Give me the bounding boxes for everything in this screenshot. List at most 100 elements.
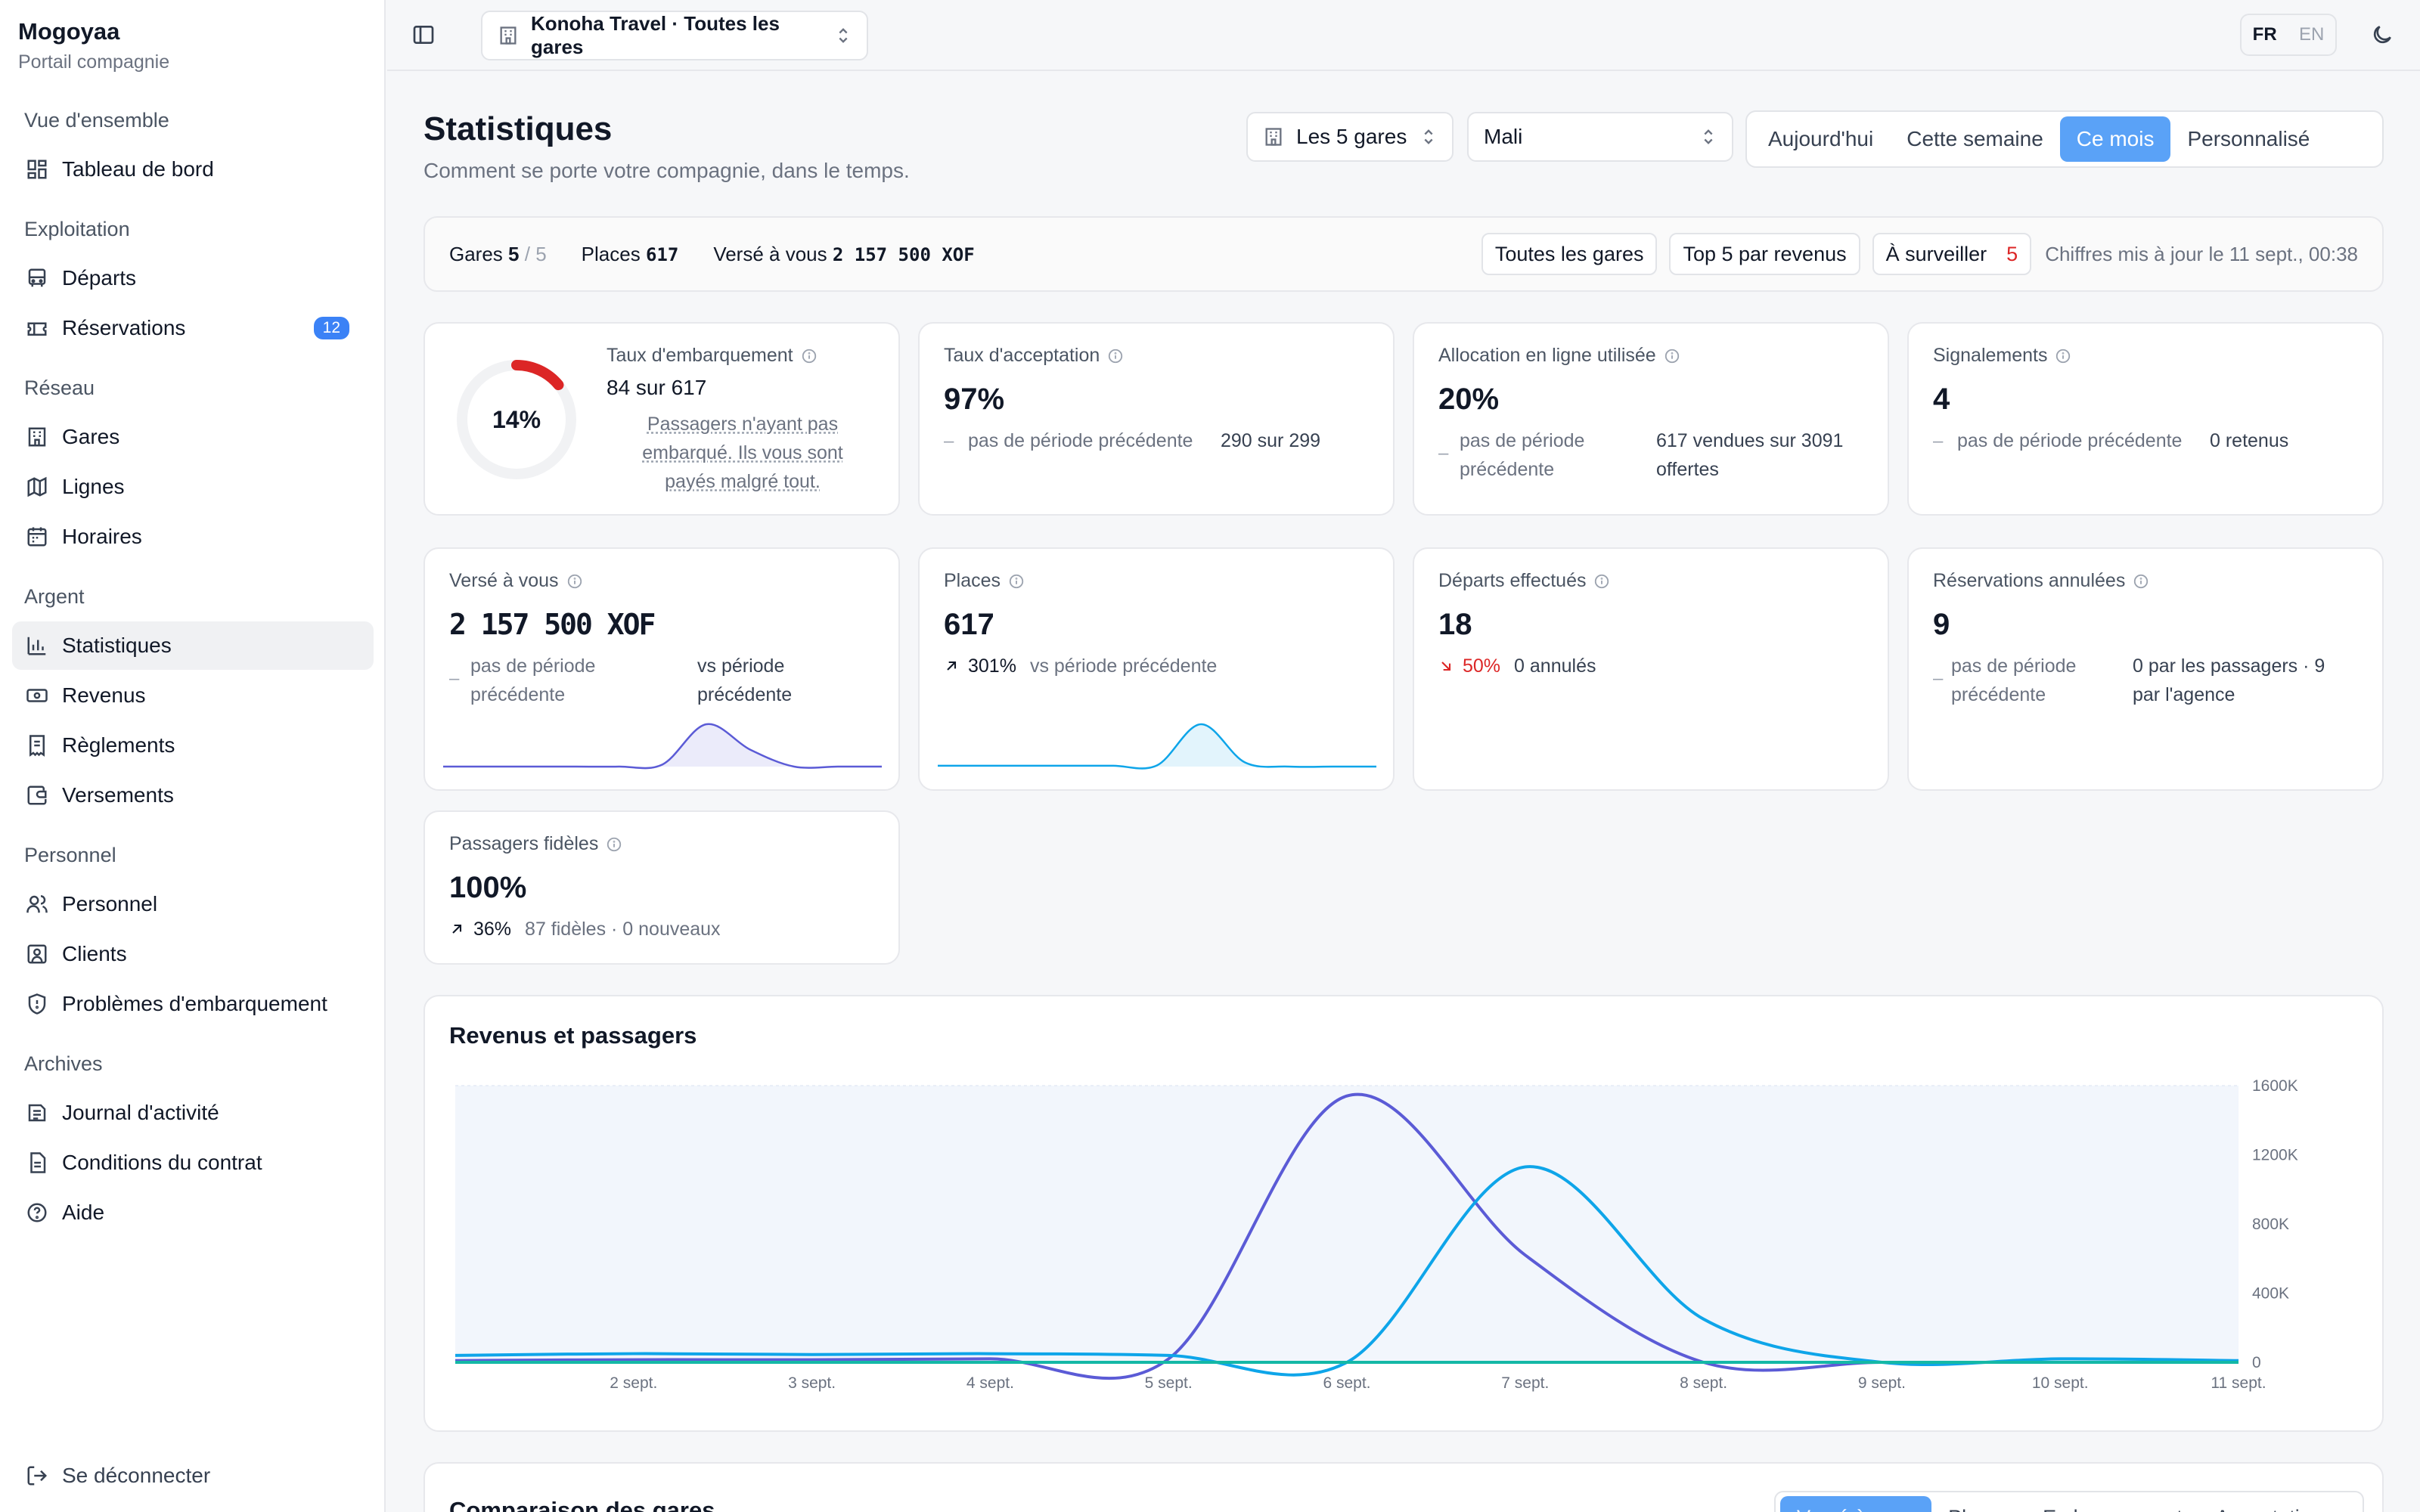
kpi-embarquement: 14% Taux d'embarquement 84 sur 617 Passa… — [424, 322, 900, 516]
info-icon[interactable] — [1593, 573, 1610, 590]
x-tick-label: 6 sept. — [1323, 1374, 1370, 1392]
topbar: Konoha Travel · Toutes les gares FR EN — [387, 0, 2420, 71]
info-icon[interactable] — [566, 573, 583, 590]
kpi-extra-line: vs période — [697, 655, 785, 677]
page-title: Statistiques — [424, 110, 613, 147]
kpi-signalements: Signalements 4 – pas de période précéden… — [1907, 322, 2384, 516]
period-today[interactable]: Aujourd'hui — [1768, 127, 1874, 150]
comparison-title: Comparaison des gares — [449, 1497, 715, 1512]
section-reseau: Réseau — [24, 376, 95, 399]
kpi-title-text: Taux d'acceptation — [944, 345, 1100, 366]
sidebar-item-aide[interactable]: Aide — [12, 1188, 374, 1237]
kpi-value: 4 — [1933, 383, 1950, 416]
sidebar-item-reservations[interactable]: Réservations 12 — [12, 304, 374, 352]
country-select-label: Mali — [1484, 125, 1523, 148]
dark-mode-icon[interactable] — [2370, 23, 2394, 47]
summary-verse: Versé à vous 2 157 500 XOF — [713, 243, 974, 266]
kpi-title-text: Réservations annulées — [1933, 570, 2126, 591]
lang-en[interactable]: EN — [2298, 24, 2325, 45]
country-select[interactable]: Mali — [1467, 112, 1733, 162]
kpi-value: 2 157 500 XOF — [449, 608, 656, 641]
period-week[interactable]: Cette semaine — [1907, 127, 2043, 150]
x-tick-label: 3 sept. — [788, 1374, 836, 1392]
sidebar-item-label: Problèmes d'embarquement — [62, 992, 327, 1015]
revenue-passengers-chart: 1600K 1200K 800K 400K 0 2 sept. 3 sept. 4 sept.… — [455, 1077, 2298, 1392]
info-icon[interactable] — [2133, 573, 2149, 590]
comparison-tab-places[interactable]: Places — [1931, 1496, 2026, 1512]
sidebar-toggle-icon[interactable] — [411, 23, 436, 47]
info-icon[interactable] — [2055, 348, 2071, 364]
sidebar-item-conditions[interactable]: Conditions du contrat — [12, 1139, 374, 1187]
help-icon — [26, 1201, 48, 1224]
sidebar-item-lignes[interactable]: Lignes — [12, 463, 374, 511]
kpi-extra: vs période précédente — [697, 652, 792, 709]
kpi-verse: Versé à vous 2 157 500 XOF – pas de péri… — [424, 547, 900, 791]
kpi-title-text: Places — [944, 570, 1001, 591]
summary-verse-value: 2 157 500 XOF — [832, 243, 975, 265]
y-tick-label: 0 — [2252, 1354, 2261, 1371]
sidebar-item-reglements[interactable]: Règlements — [12, 721, 374, 770]
sidebar-item-gares[interactable]: Gares — [12, 413, 374, 461]
filter-watch[interactable]: À surveiller 5 — [1872, 233, 2032, 275]
sidebar-item-horaires[interactable]: Horaires — [12, 513, 374, 561]
comparison-tab-acceptation[interactable]: Acceptation — [2199, 1496, 2339, 1512]
y-tick-label: 1200K — [2252, 1147, 2298, 1164]
calendar-icon — [26, 525, 48, 548]
kpi-trend-value: 50% — [1463, 655, 1501, 677]
trend-up-icon — [944, 658, 959, 674]
building-icon — [498, 25, 519, 46]
kpi-compare: pas de période précédente — [1951, 652, 2076, 709]
summary-gares-total: / 5 — [524, 242, 547, 265]
info-icon[interactable] — [801, 348, 818, 364]
y-tick-label: 400K — [2252, 1285, 2289, 1303]
summary-verse-label: Versé à vous — [713, 242, 827, 265]
trend-up-icon — [449, 922, 464, 937]
chevron-updown-icon — [1700, 126, 1717, 147]
sidebar-item-versements[interactable]: Versements — [12, 771, 374, 820]
chart-title: Revenus et passagers — [449, 1022, 697, 1049]
filter-all-stations[interactable]: Toutes les gares — [1481, 233, 1658, 275]
sidebar-item-departs[interactable]: Départs — [12, 254, 374, 302]
kpi-title: Passagers fidèles — [449, 833, 622, 855]
kpi-compare-line: précédente — [470, 684, 566, 705]
info-icon[interactable] — [1008, 573, 1025, 590]
comparison-tab-verse[interactable]: Versé à vous — [1780, 1496, 1932, 1512]
kpi-value: 617 — [944, 608, 994, 641]
ticket-icon — [26, 317, 48, 339]
info-icon[interactable] — [1664, 348, 1680, 364]
x-tick-label: 7 sept. — [1501, 1374, 1549, 1392]
kpi-value: 97% — [944, 383, 1005, 416]
period-month[interactable]: Ce mois — [2059, 116, 2171, 162]
sidebar-item-dashboard[interactable]: Tableau de bord — [12, 145, 374, 194]
kpi-extra-line: 617 vendues sur 3091 — [1656, 430, 1844, 451]
map-icon — [26, 476, 48, 498]
info-icon[interactable] — [1107, 348, 1124, 364]
building-icon — [1263, 126, 1284, 147]
sidebar-item-personnel[interactable]: Personnel — [12, 880, 374, 928]
info-icon[interactable] — [606, 836, 622, 853]
bus-icon — [26, 267, 48, 290]
boarding-donut: 14% — [457, 360, 576, 479]
kpi-detail: 84 sur 617 — [607, 376, 707, 399]
sparkline-line — [443, 723, 882, 770]
section-exploitation: Exploitation — [24, 218, 130, 240]
lang-fr[interactable]: FR — [2252, 24, 2277, 45]
sidebar-item-problemes[interactable]: Problèmes d'embarquement — [12, 980, 374, 1028]
stations-select[interactable]: Les 5 gares — [1246, 112, 1454, 162]
kpi-title: Places — [944, 570, 1025, 592]
comparison-tab-embarquement[interactable]: Embarquement — [2026, 1496, 2199, 1512]
kpi-title: Signalements — [1933, 345, 2071, 367]
sidebar-item-revenus[interactable]: Revenus — [12, 671, 374, 720]
sidebar-item-label: Départs — [62, 266, 137, 290]
company-select[interactable]: Konoha Travel · Toutes les gares — [481, 11, 868, 60]
sidebar-item-clients[interactable]: Clients — [12, 930, 374, 978]
kpi-extra-line: 0 par les passagers · 9 — [2133, 655, 2325, 677]
kpi-extra: 0 par les passagers · 9 par l'agence — [2133, 652, 2325, 709]
kpi-dash: – — [1933, 431, 1944, 451]
sidebar-item-journal[interactable]: Journal d'activité — [12, 1089, 374, 1137]
kpi-compare: pas de période précédente — [470, 652, 595, 709]
filter-top5[interactable]: Top 5 par revenus — [1669, 233, 1860, 275]
sidebar-item-statistiques[interactable]: Statistiques — [12, 621, 374, 670]
period-custom[interactable]: Personnalisé — [2187, 127, 2310, 150]
logout-button[interactable]: Se déconnecter — [12, 1452, 210, 1500]
